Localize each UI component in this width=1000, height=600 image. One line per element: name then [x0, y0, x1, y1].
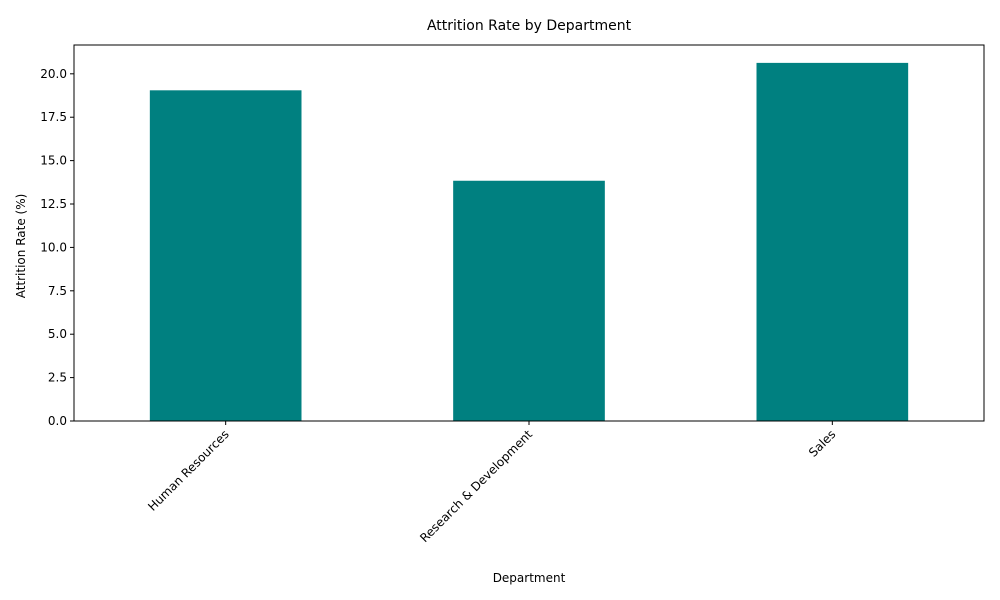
y-tick-label: 15.0: [40, 154, 67, 168]
x-tick-label: Research & Development: [417, 427, 535, 545]
bars-layer: [149, 62, 909, 421]
y-tick-label: 2.5: [48, 371, 67, 385]
plot-frame: [73, 44, 985, 422]
y-tick-label: 0.0: [48, 414, 67, 428]
bar-2: [756, 62, 909, 421]
y-tick-label: 17.5: [40, 110, 67, 124]
x-axis-title: Department: [493, 571, 566, 585]
y-tick-label: 12.5: [40, 197, 67, 211]
y-axis-title: Attrition Rate (%): [14, 194, 28, 299]
y-tick-label: 5.0: [48, 327, 67, 341]
bar-1: [453, 180, 605, 421]
x-axis-ticks: Human Resources Research & Development Sal…: [145, 421, 838, 545]
x-tick-label: Sales: [806, 427, 838, 459]
y-tick-label: 20.0: [40, 67, 67, 81]
y-tick-label: 10.0: [40, 240, 67, 254]
bar-0: [149, 90, 302, 421]
chart-title: Attrition Rate by Department: [427, 18, 632, 34]
y-tick-label: 7.5: [48, 284, 67, 298]
x-tick-label: Human Resources: [145, 427, 232, 514]
y-axis-ticks: 0.0 2.5 5.0 7.5 10.0 12.5 15.0 17.5 20.0: [40, 67, 74, 428]
